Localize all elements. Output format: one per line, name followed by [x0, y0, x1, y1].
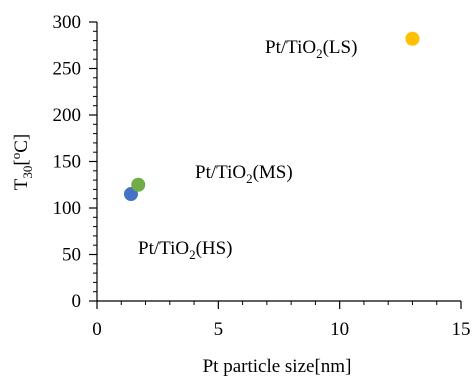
- y-tick-label: 150: [53, 152, 82, 173]
- x-axis-title: Pt particle size[nm]: [203, 356, 352, 377]
- y-tick-label: 0: [72, 291, 82, 312]
- y-tick-label: 300: [53, 12, 82, 33]
- y-tick-label: 200: [53, 105, 82, 126]
- y-tick-label: 50: [62, 245, 81, 266]
- data-point-2: [131, 177, 146, 192]
- x-tick-label: 0: [92, 319, 102, 340]
- annotation-hs: Pt/TiO2(HS): [138, 238, 233, 262]
- y-tick-label: 100: [53, 198, 82, 219]
- x-tick-label: 10: [330, 319, 349, 340]
- minor-ticks: [93, 30, 438, 305]
- y-tick-labels: 0 50 100 150 200 250 300: [53, 12, 82, 312]
- x-tick-label: 15: [452, 319, 471, 340]
- data-point-3: [405, 31, 420, 46]
- y-axis-title: T30[oC]: [8, 134, 35, 190]
- y-tick-label: 250: [53, 59, 82, 80]
- data-points: [123, 31, 420, 202]
- annotation-ls: Pt/TiO2(LS): [265, 37, 357, 61]
- major-ticks: [89, 21, 462, 309]
- x-tick-labels: 0 5 10 15: [92, 319, 470, 340]
- x-tick-label: 5: [214, 319, 224, 340]
- annotation-ms: Pt/TiO2(MS): [195, 162, 293, 186]
